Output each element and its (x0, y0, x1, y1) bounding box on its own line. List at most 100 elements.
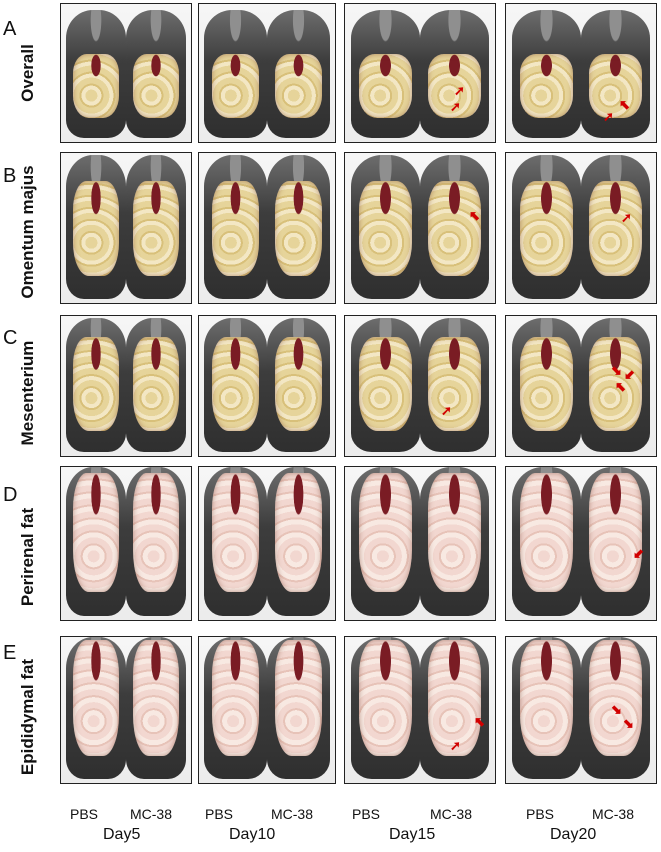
mouse-mc38 (420, 318, 489, 452)
abdominal-cavity (589, 639, 642, 757)
abdominal-cavity (73, 336, 119, 431)
photo-e-day5 (60, 636, 192, 784)
mouse-mc38 (420, 155, 489, 299)
abdominal-cavity (274, 472, 323, 593)
row-label-omentum-majus: Omentum majus (18, 165, 37, 299)
label-pbs-day20: PBS (526, 806, 555, 822)
label-day20: Day20 (550, 826, 597, 843)
abdominal-cavity (73, 180, 119, 276)
tumor-arrow-icon: ➚ (450, 99, 461, 114)
abdominal-cavity (589, 180, 642, 276)
photo-e-day10 (198, 636, 336, 784)
mouse-pbs (512, 10, 581, 138)
mouse-mc38 (126, 467, 186, 616)
tumor-arrow-icon: ➚ (603, 109, 614, 124)
abdominal-cavity (133, 639, 179, 757)
mouse-pbs (512, 467, 581, 616)
mouse-mc38 (420, 10, 489, 138)
abdominal-cavity (133, 180, 179, 276)
photo-c-day10 (198, 315, 336, 457)
tumor-arrow-icon: ⬊ (611, 702, 622, 717)
abdominal-cavity (520, 472, 573, 593)
label-pbs-day15: PBS (352, 806, 381, 822)
abdominal-cavity (428, 336, 481, 431)
label-day10: Day10 (229, 826, 276, 843)
abdominal-cavity (211, 639, 260, 757)
mouse-pbs (351, 10, 420, 138)
mouse-pbs (66, 318, 126, 452)
mouse-pbs (66, 637, 126, 779)
tumor-arrow-icon: ⬋ (624, 367, 635, 382)
abdominal-cavity (133, 53, 179, 118)
label-day15: Day15 (389, 826, 436, 843)
mouse-pbs (351, 637, 420, 779)
abdominal-cavity (211, 180, 260, 276)
abdominal-cavity (73, 639, 119, 757)
mouse-mc38 (581, 10, 650, 138)
tumor-arrow-icon: ⬋ (633, 546, 644, 561)
abdominal-cavity (274, 336, 323, 431)
abdominal-cavity (359, 53, 412, 118)
label-pbs-day10: PBS (205, 806, 234, 822)
mouse-pbs (512, 318, 581, 452)
row-label-mesenterium: Mesenterium (18, 340, 37, 446)
tumor-arrow-icon: ➚ (441, 403, 452, 418)
abdominal-cavity (73, 53, 119, 118)
mouse-mc38 (126, 318, 186, 452)
abdominal-cavity (589, 336, 642, 431)
abdominal-cavity (133, 336, 179, 431)
mouse-mc38 (420, 467, 489, 616)
abdominal-cavity (274, 639, 323, 757)
abdominal-cavity (520, 53, 573, 118)
abdominal-cavity (589, 53, 642, 118)
mouse-pbs (204, 467, 267, 616)
photo-e-day20: ⬊ ⬊ (505, 636, 657, 784)
mouse-mc38 (267, 637, 330, 779)
mouse-pbs (204, 637, 267, 779)
mouse-mc38 (126, 637, 186, 779)
tumor-arrow-icon: ⬉ (474, 714, 485, 729)
label-pbs-day5: PBS (70, 806, 99, 822)
tumor-arrow-icon: ➚ (450, 738, 461, 753)
mouse-pbs (512, 155, 581, 299)
photo-c-day20: ⬊ ⬋ ⬉ (505, 315, 657, 457)
abdominal-cavity (520, 180, 573, 276)
mouse-mc38 (581, 318, 650, 452)
photo-b-day20: ➚ (505, 152, 657, 304)
abdominal-cavity (589, 472, 642, 593)
photo-c-day5 (60, 315, 192, 457)
abdominal-cavity (428, 639, 481, 757)
abdominal-cavity (211, 472, 260, 593)
mouse-mc38 (420, 637, 489, 779)
tumor-arrow-icon: ⬉ (615, 379, 626, 394)
label-mc38-day5: MC-38 (130, 806, 173, 822)
tumor-arrow-icon: ➚ (621, 210, 632, 225)
photo-a-day10 (198, 3, 336, 143)
mouse-pbs (204, 318, 267, 452)
mouse-mc38 (267, 318, 330, 452)
abdominal-cavity (211, 336, 260, 431)
mouse-pbs (351, 318, 420, 452)
abdominal-cavity (274, 53, 323, 118)
abdominal-cavity (133, 472, 179, 593)
photo-c-day15: ➚ (344, 315, 496, 457)
tumor-arrow-icon: ⬉ (469, 208, 480, 223)
tumor-arrow-icon: ⬊ (623, 716, 634, 731)
abdominal-cavity (520, 639, 573, 757)
row-letter-d: D (3, 484, 18, 506)
abdominal-cavity (359, 180, 412, 276)
abdominal-cavity (359, 472, 412, 593)
mouse-mc38 (267, 467, 330, 616)
row-letter-c: C (3, 327, 18, 349)
abdominal-cavity (274, 180, 323, 276)
mouse-mc38 (581, 467, 650, 616)
row-label-overall: Overall (18, 44, 37, 102)
abdominal-cavity (428, 472, 481, 593)
label-mc38-day15: MC-38 (430, 806, 473, 822)
mouse-pbs (66, 155, 126, 299)
photo-a-day20: ⬉ ➚ (505, 3, 657, 143)
mouse-pbs (512, 637, 581, 779)
photo-b-day5 (60, 152, 192, 304)
mouse-pbs (351, 467, 420, 616)
mouse-mc38 (267, 155, 330, 299)
